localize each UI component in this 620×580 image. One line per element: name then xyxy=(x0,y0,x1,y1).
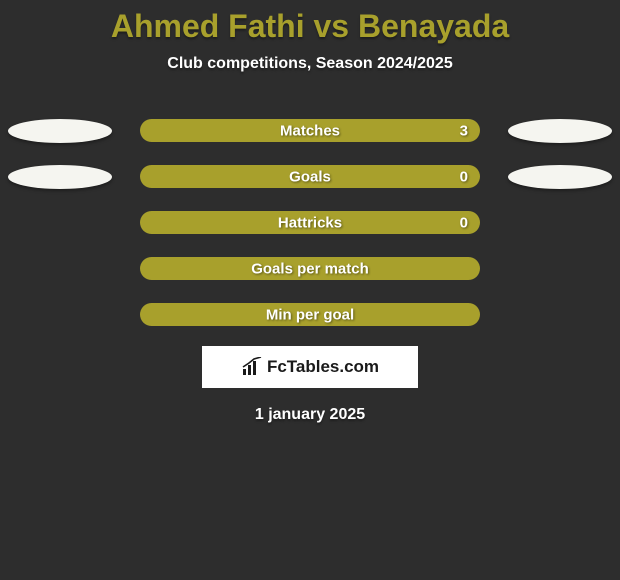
comparison-infographic: Ahmed Fathi vs Benayada Club competition… xyxy=(0,0,620,580)
player2-marker xyxy=(508,119,612,143)
stat-row-min-per-goal: Min per goal xyxy=(0,303,620,326)
stat-label: Goals per match xyxy=(251,260,369,277)
stat-value: 3 xyxy=(460,122,468,139)
page-title: Ahmed Fathi vs Benayada xyxy=(0,0,620,45)
player2-marker xyxy=(508,165,612,189)
branding-badge: FcTables.com xyxy=(202,346,418,388)
page-subtitle: Club competitions, Season 2024/2025 xyxy=(0,55,620,73)
stat-bar: Hattricks 0 xyxy=(140,211,480,234)
stat-value: 0 xyxy=(460,168,468,185)
stat-value: 0 xyxy=(460,214,468,231)
stat-bar: Min per goal xyxy=(140,303,480,326)
snapshot-date: 1 january 2025 xyxy=(0,406,620,424)
stats-container: Matches 3 Goals 0 Hattricks 0 Goals xyxy=(0,119,620,326)
player1-marker xyxy=(8,165,112,189)
stat-row-goals: Goals 0 xyxy=(0,165,620,188)
stat-bar: Matches 3 xyxy=(140,119,480,142)
stat-row-matches: Matches 3 xyxy=(0,119,620,142)
branding-text: FcTables.com xyxy=(267,357,379,377)
stat-row-hattricks: Hattricks 0 xyxy=(0,211,620,234)
stat-row-goals-per-match: Goals per match xyxy=(0,257,620,280)
chart-icon xyxy=(241,357,263,377)
player1-marker xyxy=(8,119,112,143)
stat-bar: Goals 0 xyxy=(140,165,480,188)
stat-label: Min per goal xyxy=(266,306,354,323)
stat-bar: Goals per match xyxy=(140,257,480,280)
stat-label: Goals xyxy=(289,168,331,185)
stat-label: Matches xyxy=(280,122,340,139)
stat-label: Hattricks xyxy=(278,214,342,231)
